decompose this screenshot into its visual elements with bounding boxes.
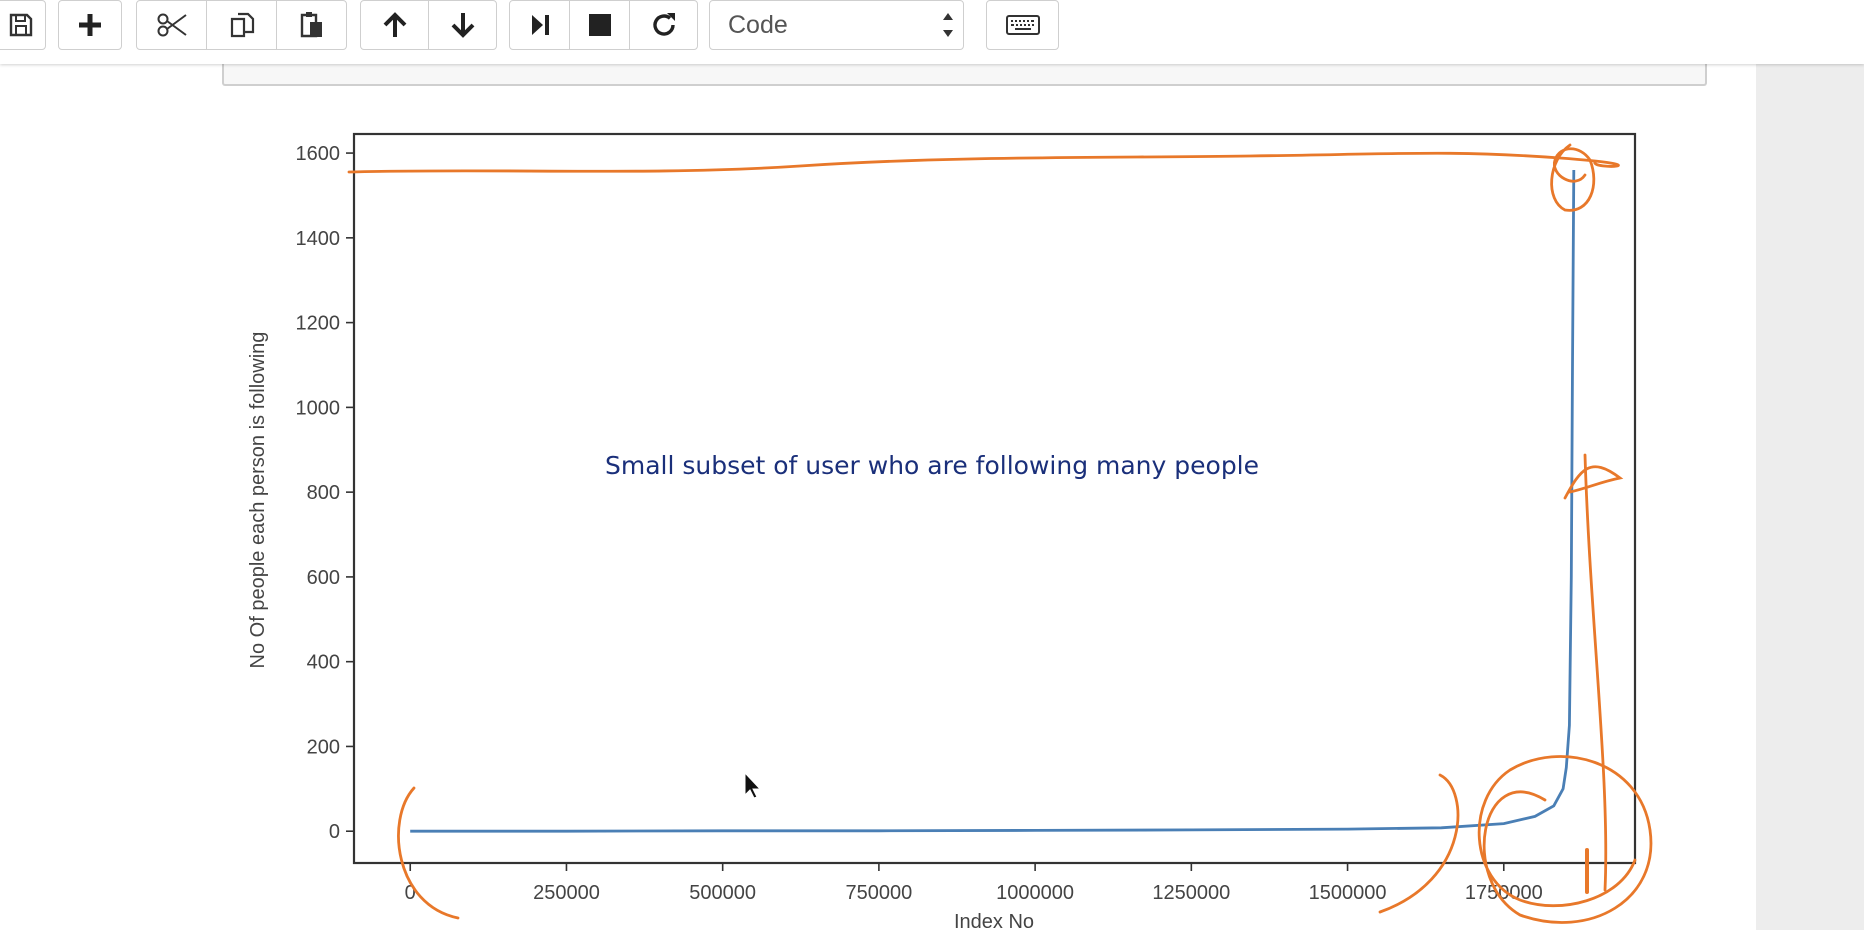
paste-button[interactable] [276,0,347,50]
series-line [410,169,1576,833]
pen-bracket-right [1378,773,1460,914]
y-tick-label: 1200 [296,313,341,335]
y-tick-label: 400 [307,652,340,674]
run-button[interactable] [509,0,570,50]
save-icon [9,13,33,37]
y-tick-label: 1400 [296,228,341,250]
x-tick-label: 1000000 [996,882,1074,904]
scissors-icon [157,13,187,37]
y-tick-label: 600 [307,567,340,589]
arrow-down-icon [451,13,474,38]
x-tick-label: 1250000 [1152,882,1230,904]
y-tick-label: 1600 [296,143,341,165]
y-tick-label: 1000 [296,397,341,419]
pen-underline-top [347,151,1620,174]
cut-button[interactable] [136,0,207,50]
select-arrows-icon [943,13,953,37]
cell-type-select[interactable]: Code [709,0,964,50]
stop-icon [588,14,611,36]
save-button[interactable] [0,0,46,50]
x-tick-label: 750000 [846,882,913,904]
keyboard-icon [1005,15,1040,35]
x-tick-label: 0 [405,882,416,904]
y-axis-title: No Of people each person is following [247,332,269,669]
x-tick-label: 1750000 [1465,882,1543,904]
x-tick-label: 500000 [689,882,756,904]
copy-button[interactable] [206,0,277,50]
y-tick-label: 0 [329,821,340,843]
step-forward-icon [531,15,549,35]
pen-circle-top [1550,143,1596,212]
right-side-panel [1756,64,1864,930]
plot-area [352,132,1637,865]
interrupt-button[interactable] [569,0,630,50]
x-tick-label: 250000 [533,882,600,904]
insert-cell-button[interactable] [58,0,122,50]
copy-icon [230,12,254,38]
notebook-toolbar: Code [0,0,1864,64]
x-axis-title: Index No [954,911,1034,930]
arrow-up-icon [383,12,406,37]
pen-annotations [347,143,1653,924]
pen-arrow [1563,453,1624,892]
restart-button[interactable] [629,0,698,50]
pen-circle-bottom [1477,755,1653,924]
y-tick-label: 800 [307,482,340,504]
pen-bracket-left [397,786,460,920]
annotation-text: Small subset of user who are following m… [605,451,1259,480]
y-tick-label: 200 [307,736,340,758]
move-up-button[interactable] [360,0,429,50]
mouse-cursor-icon [744,771,762,799]
paste-icon [300,12,322,38]
restart-icon [652,13,675,36]
x-tick-label: 1500000 [1309,882,1387,904]
cell-type-value: Code [728,11,788,39]
plus-icon [79,14,101,36]
command-palette-button[interactable] [986,0,1059,50]
move-down-button[interactable] [428,0,497,50]
